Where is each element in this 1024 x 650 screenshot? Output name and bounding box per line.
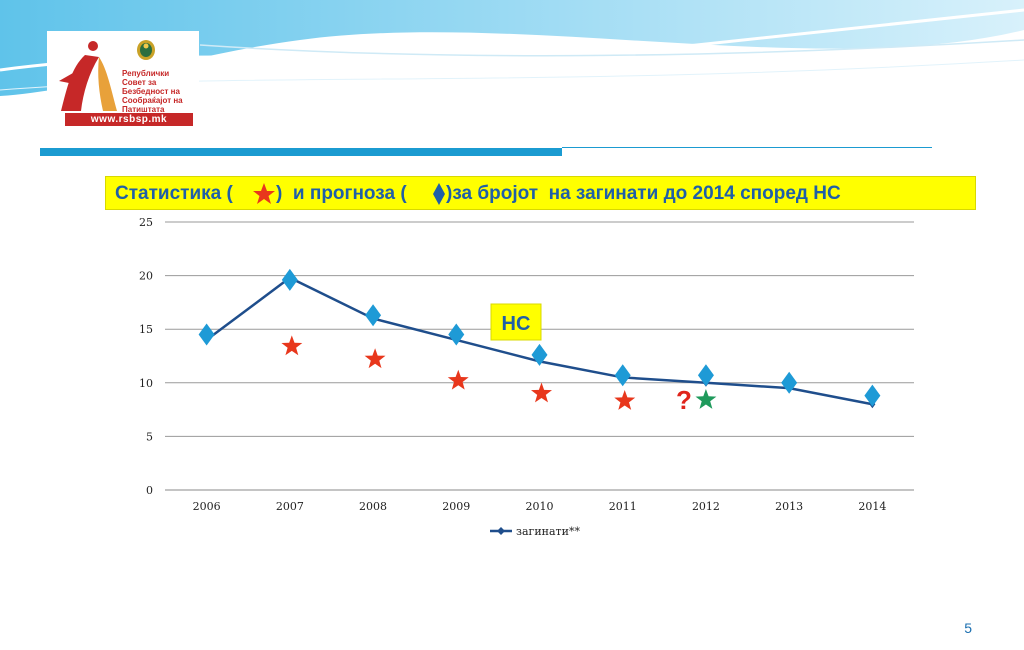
logo-text-line5: Патиштата: [122, 105, 165, 114]
forecast-diamond: [365, 304, 382, 327]
road-logo-icon: [59, 41, 117, 111]
forecast-diamond: [198, 323, 215, 346]
statistic-star: [447, 369, 469, 390]
title-part1: Статистика (: [115, 183, 233, 204]
forecast-diamond: [531, 343, 548, 366]
ns-label: НС: [502, 313, 531, 335]
logo-text-line3: Безбедност на: [122, 87, 180, 96]
statistic-star: [281, 335, 303, 356]
x-tick-label: 2009: [442, 500, 470, 513]
y-tick-label: 10: [139, 377, 153, 390]
star-icon: [253, 183, 275, 204]
title-part2: ) и прогноза (: [276, 183, 407, 204]
x-tick-label: 2011: [609, 500, 637, 513]
y-tick-label: 25: [139, 216, 153, 229]
logo-url[interactable]: www.rsbsp.mk: [65, 113, 193, 126]
forecast-diamond: [614, 364, 631, 387]
statistic-star: [531, 382, 552, 403]
y-tick-label: 20: [139, 270, 153, 283]
logo-text-line1: Републички: [122, 69, 170, 78]
logo-text-line2: Совет за: [122, 78, 157, 87]
page-number: 5: [964, 620, 972, 636]
ns-label-box: [490, 303, 542, 341]
logo: Републички Совет за Безбедност на Сообра…: [47, 31, 199, 131]
x-tick-label: 2007: [276, 500, 304, 513]
divider-thin: [562, 147, 932, 148]
divider-thick: [40, 148, 562, 156]
statistic-star: [614, 390, 636, 410]
x-tick-label: 2013: [775, 500, 803, 513]
question-mark: ?: [676, 385, 692, 415]
x-tick-label: 2006: [193, 500, 221, 513]
diamond-icon: [433, 183, 445, 205]
x-tick-label: 2012: [692, 500, 720, 513]
y-tick-label: 5: [146, 430, 153, 443]
title-part3: )за бројот на загинати до 2014 според НС: [446, 183, 841, 204]
statistic-star: [364, 348, 386, 369]
coat-of-arms-icon: [137, 40, 155, 60]
forecast-diamond: [864, 384, 881, 407]
logo-text-line4: Сообраќајот на: [122, 96, 183, 105]
forecast-diamond: [781, 371, 798, 394]
x-tick-label: 2008: [359, 500, 387, 513]
forecast-diamond: [448, 323, 465, 346]
x-tick-label: 2010: [526, 500, 554, 513]
y-tick-label: 0: [146, 484, 153, 497]
forecast-diamond: [697, 364, 714, 387]
y-tick-label: 15: [139, 323, 153, 336]
green-star: [695, 389, 717, 409]
slide-title: Статистика ( ) и прогноза ( )за бројот н…: [105, 176, 976, 210]
legend-swatch-marker: [497, 527, 505, 535]
legend-label: загинати**: [516, 525, 580, 538]
series-line: [205, 276, 873, 406]
forecast-diamond: [281, 268, 298, 291]
x-tick-label: 2014: [858, 500, 886, 513]
